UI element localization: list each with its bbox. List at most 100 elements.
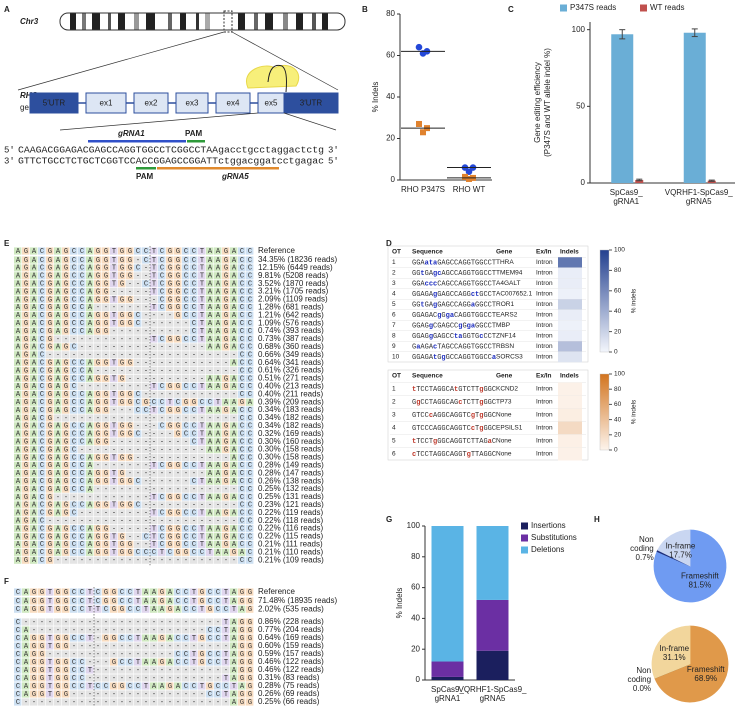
base-cell [30,674,38,682]
read-label: 0.28% (147 reads) [258,468,324,477]
base-cell [38,682,46,690]
color-bar-label: 100 [614,371,625,378]
base-cell [54,517,62,525]
base-cell [174,256,182,264]
strand-end: 3′ [328,145,339,155]
base-cell [230,359,238,367]
base-cell [158,642,166,650]
base-cell [198,390,206,398]
base-cell [198,674,206,682]
base-cell [214,288,222,296]
base-cell [94,493,102,501]
base-cell [86,698,94,706]
base-cell [158,343,166,351]
base-cell [150,556,158,564]
read-label: 0.64% (169 reads) [258,633,324,642]
base-cell [86,605,94,613]
base-cell [70,256,78,264]
base-cell [118,430,126,438]
base-cell [222,272,230,280]
base-cell [238,453,246,462]
read-label: 0.30% (158 reads) [258,453,324,462]
base-cell [70,658,78,666]
base-cell [46,556,54,564]
base-cell [110,343,118,351]
base-cell [206,461,214,469]
base-cell [142,532,150,541]
base-cell [142,548,150,556]
base-cell [78,343,86,351]
base-cell [166,382,174,390]
base-cell [110,327,118,335]
base-cell [198,532,206,541]
base-cell [46,280,54,288]
base-cell [118,634,126,642]
base-cell [214,295,222,304]
read-label: 0.34% (182 reads) [258,421,324,430]
base-cell [86,438,94,446]
base-cell [54,453,62,462]
base-cell [222,264,230,272]
table-frame [387,369,589,461]
base-cell [166,264,174,272]
base-cell [246,382,254,390]
read-label: 12.15% (6449 reads) [258,263,333,272]
base-cell [62,588,70,596]
read-label: 2.02% (535 reads) [258,604,324,613]
base-cell [166,446,174,454]
base-cell [118,288,126,296]
base-cell [126,626,134,634]
base-cell [214,367,222,375]
base-cell [198,682,206,690]
base-cell [214,311,222,319]
base-cell [182,382,190,390]
base-cell [110,335,118,343]
base-cell [22,264,30,272]
base-cell [190,280,198,288]
gene-element [85,92,127,114]
base-cell [206,540,214,548]
base-cell [230,438,238,446]
base-cell [118,382,126,390]
pie-label: Non [639,535,654,544]
chromosome-band [168,13,172,30]
base-cell [174,517,182,525]
table-cell: SORCS3 [496,354,523,361]
base-cell [46,351,54,359]
base-cell [198,469,206,477]
base-cell [38,303,46,311]
base-cell [246,556,254,564]
base-cell [142,650,150,658]
base-cell [102,367,110,375]
base-cell [206,390,214,398]
base-cell [246,626,254,634]
base-cell [134,634,142,642]
base-cell [238,485,246,493]
base-cell [214,398,222,406]
base-cell [198,540,206,548]
base-cell [46,398,54,406]
read-label: 0.40% (211 reads) [258,389,324,398]
base-cell [30,634,38,642]
base-cell [238,477,246,485]
base-cell [190,674,198,682]
base-cell [246,288,254,296]
base-cell [134,374,142,383]
base-cell [166,626,174,634]
base-cell [86,351,94,359]
base-cell [150,509,158,517]
base-cell [230,398,238,406]
base-cell [150,327,158,335]
base-cell [150,367,158,375]
sequence: CAAGACGGAGACGAGCCAGGTGGCCTCGGCCTAAgacctg… [18,145,324,155]
base-cell [102,674,110,682]
base-cell [14,501,22,509]
base-cell [134,485,142,493]
base-cell [246,674,254,682]
base-cell [142,605,150,613]
base-cell [190,438,198,446]
gene-element-label: ex3 [186,99,199,108]
base-cell [214,509,222,517]
base-cell [142,327,150,335]
